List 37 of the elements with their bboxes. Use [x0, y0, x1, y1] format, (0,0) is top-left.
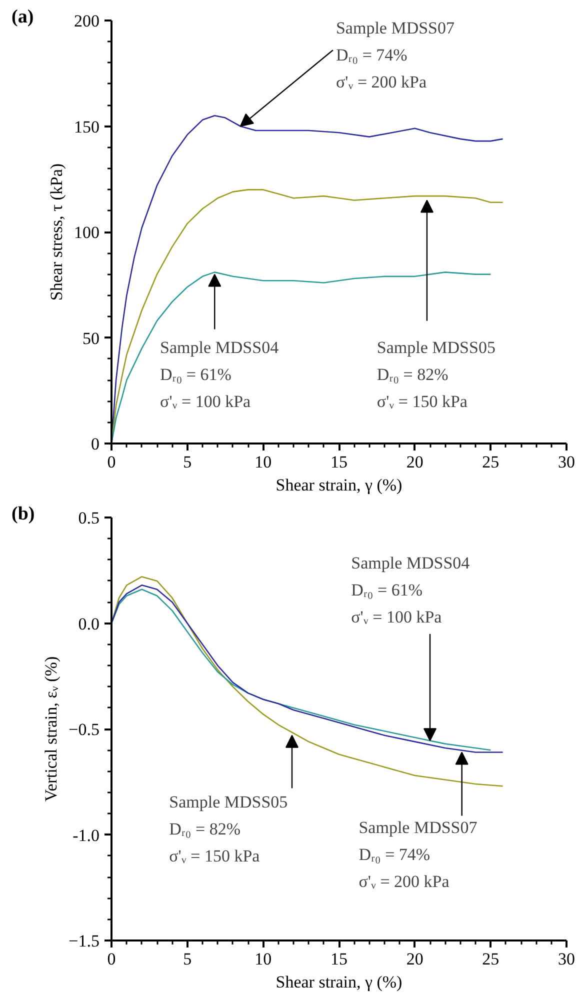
y-tick-label: 0 — [91, 434, 100, 454]
x-tick-label: 25 — [482, 452, 500, 472]
line-series — [112, 576, 504, 787]
x-tick-label: 20 — [406, 452, 424, 472]
annotation: Sample MDSS07 Dᵣ₀ = 74% σ'ᵥ = 200 kPa — [358, 818, 478, 891]
annotation: Sample MDSS04 Dᵣ₀ = 61% σ'ᵥ = 100 kPa — [160, 338, 280, 411]
x-tick-label: 15 — [330, 950, 348, 968]
x-tick-label: 15 — [330, 452, 348, 472]
y-tick-label: 0.0 — [78, 614, 100, 634]
y-tick-label: 0.5 — [78, 508, 100, 528]
y-tick-label: 50 — [82, 328, 100, 348]
x-tick-label: 0 — [107, 950, 116, 968]
x-tick-label: 30 — [558, 452, 575, 472]
x-axis-title: Shear strain, γ (%) — [276, 476, 402, 494]
chart-title: (a) — [12, 6, 34, 28]
x-tick-label: 5 — [183, 452, 192, 472]
x-tick-label: 10 — [254, 452, 272, 472]
x-tick-label: 0 — [107, 452, 116, 472]
annotation: Sample MDSS05 Dᵣ₀ = 82% σ'ᵥ = 150 kPa — [376, 338, 496, 411]
x-axis-title: Shear strain, γ (%) — [276, 972, 402, 992]
chart-title: (b) — [12, 504, 35, 524]
y-tick-label: -1.0 — [72, 826, 100, 845]
y-tick-label: −1.5 — [68, 932, 100, 950]
annotation: Sample MDSS05 Dᵣ₀ = 82% σ'ᵥ = 150 kPa — [169, 792, 288, 866]
x-tick-label: 25 — [482, 950, 500, 968]
annotation: Sample MDSS07 Dᵣ₀ = 74% σ'ᵥ = 200 kPa — [336, 18, 456, 92]
x-tick-label: 10 — [254, 950, 272, 968]
y-axis-title: Shear stress, τ (kPa) — [47, 163, 66, 301]
y-axis-title: Vertical strain, εᵥ (%) — [42, 656, 61, 802]
y-tick-label: −0.5 — [68, 720, 100, 739]
y-tick-label: 100 — [74, 223, 100, 242]
x-tick-label: 5 — [183, 950, 192, 968]
y-tick-label: 150 — [74, 117, 100, 136]
x-tick-label: 30 — [558, 950, 575, 968]
annotation: Sample MDSS04 Dᵣ₀ = 61% σ'ᵥ = 100 kPa — [351, 553, 470, 626]
y-tick-label: 200 — [74, 12, 100, 30]
x-tick-label: 20 — [406, 950, 424, 968]
